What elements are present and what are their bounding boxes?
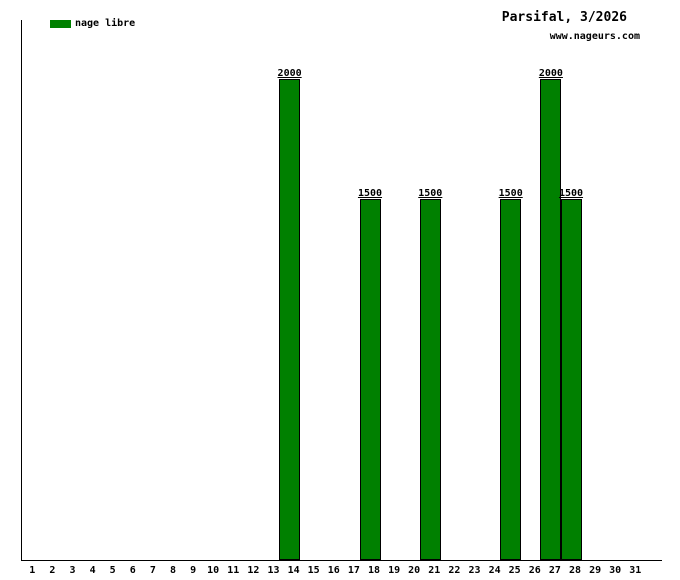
- x-tick-label-21: 21: [428, 565, 441, 576]
- x-tick-label-19: 19: [388, 565, 401, 576]
- x-tick-label-12: 12: [247, 565, 260, 576]
- bar-day-18: [359, 199, 381, 560]
- bar-day-21: [419, 199, 441, 560]
- x-tick-label-25: 25: [508, 565, 521, 576]
- x-tick-label-31: 31: [629, 565, 642, 576]
- bar-value-label-day-25[interactable]: 1500: [498, 188, 523, 199]
- chart-title: Parsifal, 3/2026: [501, 10, 627, 25]
- legend-swatch-nage-libre: [50, 20, 71, 28]
- x-tick-label-29: 29: [589, 565, 602, 576]
- x-tick-label-18: 18: [367, 565, 381, 576]
- x-tick-label-9: 9: [190, 565, 197, 576]
- x-tick-label-27: 27: [548, 565, 561, 576]
- x-tick-label-10: 10: [207, 565, 220, 576]
- x-tick-label-28: 28: [568, 565, 582, 576]
- x-axis-line: [21, 560, 662, 561]
- x-tick-label-14: 14: [287, 565, 300, 576]
- x-tick-label-2: 2: [49, 565, 56, 576]
- x-tick-label-20: 20: [408, 565, 421, 576]
- x-tick-label-22: 22: [448, 565, 461, 576]
- x-tick-label-5: 5: [109, 565, 116, 576]
- bar-day-28: [560, 199, 582, 560]
- legend: nage libre: [50, 17, 135, 31]
- x-tick-label-3: 3: [69, 565, 76, 576]
- x-tick-label-30: 30: [609, 565, 622, 576]
- x-tick-label-24: 24: [488, 565, 501, 576]
- x-tick-label-13: 13: [267, 565, 280, 576]
- y-axis-line: [21, 20, 22, 561]
- bar-value-label-day-27[interactable]: 2000: [538, 68, 563, 79]
- x-tick-label-23: 23: [468, 565, 481, 576]
- website-url: www.nageurs.com: [549, 31, 640, 42]
- bar-value-label-day-28[interactable]: 1500: [558, 188, 584, 199]
- bar-day-14: [279, 79, 301, 560]
- x-tick-label-11: 11: [227, 565, 240, 576]
- x-tick-label-15: 15: [307, 565, 320, 576]
- x-tick-label-16: 16: [327, 565, 340, 576]
- x-tick-label-1: 1: [29, 565, 36, 576]
- x-tick-label-26: 26: [528, 565, 541, 576]
- bar-value-label-day-14[interactable]: 2000: [277, 68, 302, 79]
- x-tick-label-8: 8: [169, 565, 177, 576]
- bar-day-27: [540, 79, 562, 560]
- x-tick-label-4: 4: [89, 565, 96, 576]
- bar-day-25: [500, 199, 522, 560]
- x-tick-label-6: 6: [129, 565, 136, 576]
- x-tick-label-7: 7: [149, 565, 156, 576]
- bar-value-label-day-21[interactable]: 1500: [418, 188, 443, 199]
- legend-label: nage libre: [75, 18, 136, 29]
- bar-value-label-day-18[interactable]: 1500: [357, 188, 383, 199]
- x-tick-label-17: 17: [347, 565, 360, 576]
